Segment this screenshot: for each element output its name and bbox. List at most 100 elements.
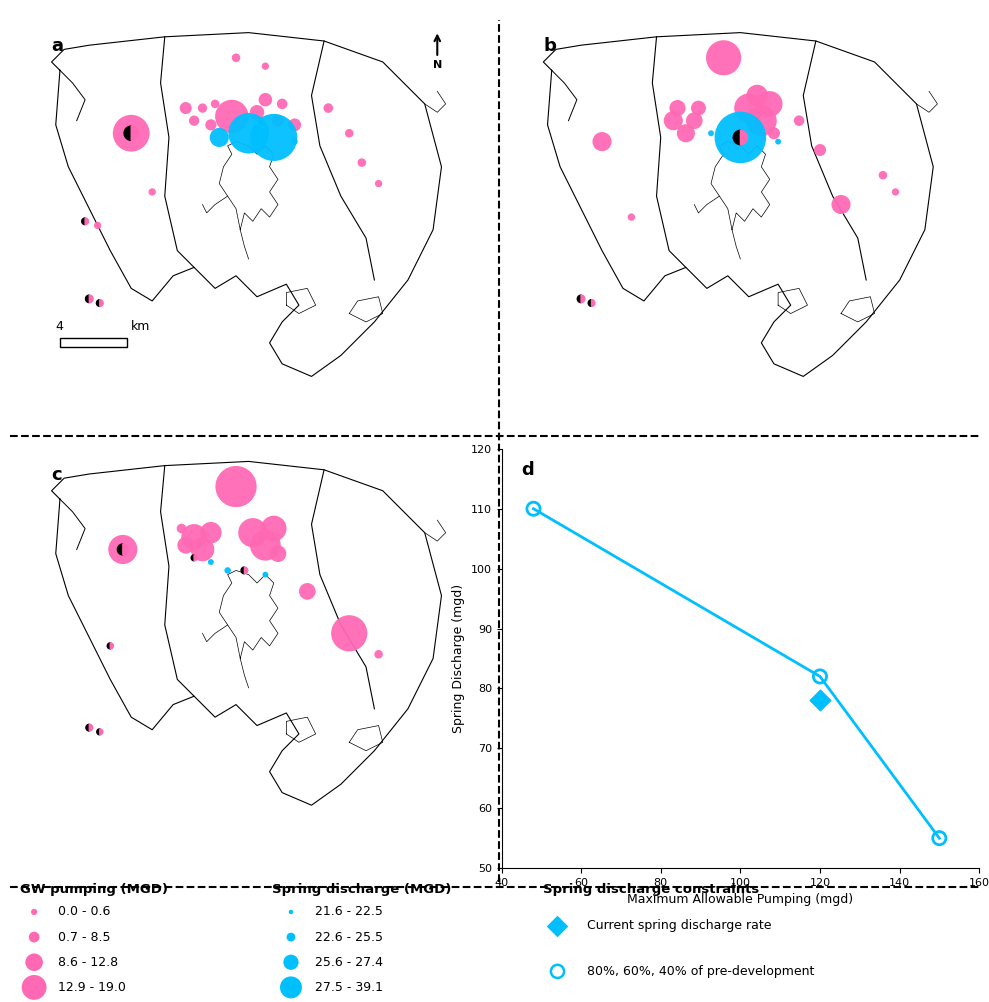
Text: b: b [543,37,556,55]
Point [833,196,849,212]
Polygon shape [191,555,194,561]
Point [341,125,357,141]
Point [81,719,97,735]
FancyBboxPatch shape [60,338,127,347]
Polygon shape [96,300,100,307]
Point [887,184,903,200]
Point [266,520,282,536]
Point [257,92,273,108]
Point [144,184,160,200]
Point [270,112,286,128]
Point [203,525,219,541]
Point [707,199,723,215]
Point [92,723,108,739]
Point [741,100,757,116]
Polygon shape [86,724,89,731]
X-axis label: Maximum Allowable Pumping (mgd): Maximum Allowable Pumping (mgd) [627,894,854,907]
Text: c: c [51,466,62,484]
Point [754,112,769,128]
Point [686,112,702,128]
Polygon shape [123,544,129,555]
Point [228,479,244,495]
Text: 25.6 - 27.4: 25.6 - 27.4 [315,956,383,969]
Point [525,501,541,517]
Point [762,96,777,112]
Point [270,546,286,562]
Point [220,562,235,578]
Polygon shape [132,126,138,140]
Point [770,133,786,149]
Y-axis label: Spring Discharge (mgd): Spring Discharge (mgd) [452,584,465,733]
Point [245,525,261,541]
Point [791,112,807,128]
Polygon shape [85,217,88,224]
Point [207,96,223,112]
Point [371,646,387,662]
Point [707,885,723,901]
Text: a: a [51,37,63,55]
Point [666,112,681,128]
Point [670,100,685,116]
Text: N: N [432,60,442,70]
Text: d: d [521,461,533,479]
Point [115,541,131,557]
Point [320,100,336,116]
Polygon shape [733,130,741,144]
Text: Spring discharge (MGD): Spring discharge (MGD) [272,884,451,897]
Point [212,129,227,145]
Text: 80%, 60%, 40% of pre-development: 80%, 60%, 40% of pre-development [586,965,814,978]
Polygon shape [244,567,248,574]
Text: GW pumping (MGD): GW pumping (MGD) [20,884,167,897]
Text: 4: 4 [55,321,63,334]
Text: 0.7 - 8.5: 0.7 - 8.5 [58,931,111,944]
Polygon shape [241,567,244,574]
Point [733,129,749,145]
Point [224,108,239,124]
Point [875,167,891,183]
Text: 22.6 - 25.5: 22.6 - 25.5 [315,931,383,944]
Point [124,125,139,141]
Point [203,554,219,570]
Point [594,133,610,149]
Text: km: km [132,321,150,334]
Text: Spring discharge constraints: Spring discharge constraints [543,884,760,897]
Polygon shape [582,295,584,303]
Point [203,117,219,133]
Polygon shape [578,295,582,303]
Point [354,154,370,170]
Polygon shape [110,643,113,649]
Point [249,104,265,120]
Point [812,668,828,684]
Point [257,58,273,74]
Point [228,50,244,66]
Point [766,125,782,141]
Point [716,50,732,66]
Point [178,537,194,553]
Point [186,529,202,545]
Point [178,100,194,116]
Polygon shape [588,300,591,307]
Text: 21.6 - 22.5: 21.6 - 22.5 [315,906,383,919]
Polygon shape [82,217,85,224]
Point [195,100,211,116]
Text: 0.0 - 0.6: 0.0 - 0.6 [58,906,111,919]
Text: 12.9 - 19.0: 12.9 - 19.0 [58,981,127,994]
Point [266,129,282,145]
Point [703,125,719,141]
Polygon shape [591,300,595,307]
Point [240,125,256,141]
Text: 8.6 - 12.8: 8.6 - 12.8 [58,956,119,969]
Point [257,566,273,582]
Point [186,112,202,128]
Text: Current spring discharge rate: Current spring discharge rate [586,919,771,932]
Polygon shape [100,300,103,307]
Point [341,625,357,641]
Point [707,656,723,672]
Point [371,175,387,191]
Point [287,117,303,133]
Point [623,209,639,225]
Point [812,142,828,158]
Polygon shape [89,724,93,731]
Point [300,583,315,599]
Polygon shape [118,544,123,555]
